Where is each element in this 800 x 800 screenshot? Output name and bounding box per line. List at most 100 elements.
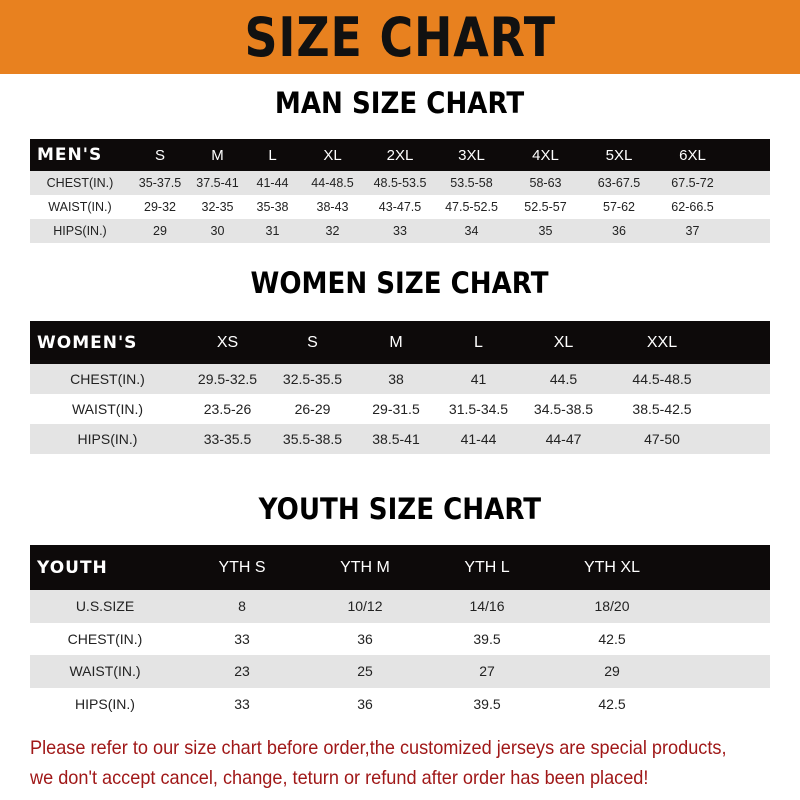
measurement-cell: 8 [238, 598, 246, 615]
measurement-cell: 42.5 [598, 630, 626, 647]
measurement-cell: 41-44 [256, 176, 289, 190]
measurement-cell: 62-66.5 [671, 200, 714, 214]
table-row: WAIST(IN.) 23 25 27 29 [30, 655, 770, 688]
row-label: U.S.SIZE [75, 598, 135, 615]
measurement-cell: 44.5-48.5 [632, 371, 692, 387]
size-column-header: 4XL [532, 146, 559, 164]
measurement-cell: 33-35.5 [203, 431, 252, 447]
measurement-cell: 53.5-58 [450, 176, 493, 190]
measurement-cell: 37 [685, 224, 700, 238]
size-column-header: XL [323, 146, 342, 164]
measurement-cell: 33 [234, 695, 250, 712]
measurement-cell: 23.5-26 [203, 401, 252, 417]
measurement-cell: 37.5-41 [196, 176, 239, 190]
size-column-header: 6XL [679, 146, 706, 164]
row-label: WAIST(IN.) [71, 401, 144, 417]
measurement-cell: 39.5 [473, 630, 501, 647]
youth-size-table: YOUTH YTH S YTH M YTH L YTH XL U.S.SIZE 8 10/12… [30, 545, 770, 720]
measurement-cell: 38.5-41 [372, 431, 420, 447]
measurement-cell: 29 [604, 663, 620, 680]
row-label: WAIST(IN.) [69, 663, 141, 680]
measurement-cell: 58-63 [529, 176, 562, 190]
youth-table-label: YOUTH [37, 557, 108, 578]
size-chart-banner: SIZE CHART [0, 0, 800, 74]
size-column-header: S [154, 146, 165, 164]
main-title: SIZE CHART [244, 5, 556, 69]
men-table-label: MEN'S [37, 145, 103, 165]
measurement-cell: 36 [357, 695, 373, 712]
measurement-cell: 44-47 [545, 431, 582, 447]
size-column-header: S [307, 333, 318, 351]
size-column-header: M [389, 333, 403, 351]
measurement-cell: 18/20 [594, 598, 630, 615]
size-column-header: XS [216, 333, 239, 351]
measurement-cell: 32-35 [201, 200, 234, 214]
size-column-header: 2XL [386, 146, 414, 164]
measurement-cell: 14/16 [469, 598, 505, 615]
table-row: U.S.SIZE 8 10/12 14/16 18/20 [30, 590, 770, 623]
size-column-header: YTH M [340, 558, 390, 576]
size-column-header: XXL [646, 333, 678, 351]
measurement-cell: 36 [612, 224, 626, 238]
measurement-cell: 35 [538, 224, 553, 238]
women-header-row: WOMEN'S XS S M L XL XXL [30, 321, 770, 364]
measurement-cell: 44-48.5 [311, 176, 354, 190]
measurement-cell: 32 [325, 224, 340, 238]
size-column-header: L [474, 333, 483, 351]
table-row: WAIST(IN.) 29-32 32-35 35-38 38-43 43-47.5 47.… [30, 195, 770, 219]
table-row: CHEST(IN.) 35-37.5 37.5-41 41-44 44-48.5 48.5… [30, 171, 770, 195]
table-row: HIPS(IN.) 33 36 39.5 42.5 [30, 687, 770, 720]
size-column-header: YTH S [218, 558, 266, 576]
size-column-header: XL [553, 333, 574, 351]
row-label: CHEST(IN.) [67, 630, 143, 647]
measurement-cell: 48.5-53.5 [373, 176, 427, 190]
youth-header-row: YOUTH YTH S YTH M YTH L YTH XL [30, 545, 770, 590]
notice-line-2: we don't accept cancel, change, teturn o… [30, 767, 649, 789]
measurement-cell: 52.5-57 [524, 200, 567, 214]
measurement-cell: 31 [265, 224, 280, 238]
measurement-cell: 30 [210, 224, 225, 238]
measurement-cell: 39.5 [473, 695, 501, 712]
measurement-cell: 44.5 [549, 371, 578, 387]
measurement-cell: 38.5-42.5 [632, 401, 692, 417]
youth-section-title: YOUTH SIZE CHART [0, 492, 800, 526]
men-size-table: MEN'S S M L XL 2XL 3XL 4XL 5XL 6XL CHEST(IN.) 35-37… [30, 139, 770, 243]
measurement-cell: 47-50 [644, 431, 680, 447]
table-row: CHEST(IN.) 29.5-32.5 32.5-35.5 38 41 44.5 44.5… [30, 364, 770, 394]
size-column-header: 3XL [458, 146, 485, 164]
measurement-cell: 10/12 [347, 598, 383, 615]
measurement-cell: 29-31.5 [372, 401, 420, 417]
order-notice: Please refer to our size chart before or… [30, 733, 737, 793]
measurement-cell: 41 [470, 371, 487, 387]
row-label: HIPS(IN.) [75, 695, 135, 712]
measurement-cell: 63-67.5 [597, 176, 641, 190]
measurement-cell: 31.5-34.5 [448, 401, 509, 417]
measurement-cell: 34.5-38.5 [533, 401, 594, 417]
measurement-cell: 57-62 [603, 200, 635, 214]
measurement-cell: 36 [357, 630, 373, 647]
youth-title-text: YOUTH SIZE CHART [258, 492, 542, 526]
size-column-header: 5XL [605, 146, 633, 164]
table-row: WAIST(IN.) 23.5-26 26-29 29-31.5 31.5-34.5 34… [30, 394, 770, 424]
row-label: CHEST(IN.) [46, 176, 114, 190]
women-title-text: WOMEN SIZE CHART [251, 266, 549, 300]
notice-line-1: Please refer to our size chart before or… [30, 737, 727, 759]
measurement-cell: 43-47.5 [378, 200, 422, 214]
measurement-cell: 29.5-32.5 [197, 371, 258, 387]
measurement-cell: 34 [464, 224, 479, 238]
table-row: HIPS(IN.) 33-35.5 35.5-38.5 38.5-41 41-44 44-… [30, 424, 770, 454]
men-header-row: MEN'S S M L XL 2XL 3XL 4XL 5XL 6XL [30, 139, 770, 171]
measurement-cell: 29-32 [144, 200, 176, 214]
measurement-cell: 47.5-52.5 [445, 200, 498, 214]
measurement-cell: 42.5 [598, 695, 626, 712]
row-label: HIPS(IN.) [53, 224, 107, 238]
measurement-cell: 29 [153, 224, 167, 238]
table-row: CHEST(IN.) 33 36 39.5 42.5 [30, 622, 770, 655]
size-column-header: L [268, 146, 277, 164]
table-row: HIPS(IN.) 29 30 31 32 33 34 35 36 37 [30, 219, 770, 243]
measurement-cell: 33 [393, 224, 407, 238]
measurement-cell: 27 [479, 663, 495, 680]
measurement-cell: 35-38 [256, 200, 289, 214]
row-label: CHEST(IN.) [70, 371, 145, 387]
row-label: HIPS(IN.) [77, 431, 138, 447]
